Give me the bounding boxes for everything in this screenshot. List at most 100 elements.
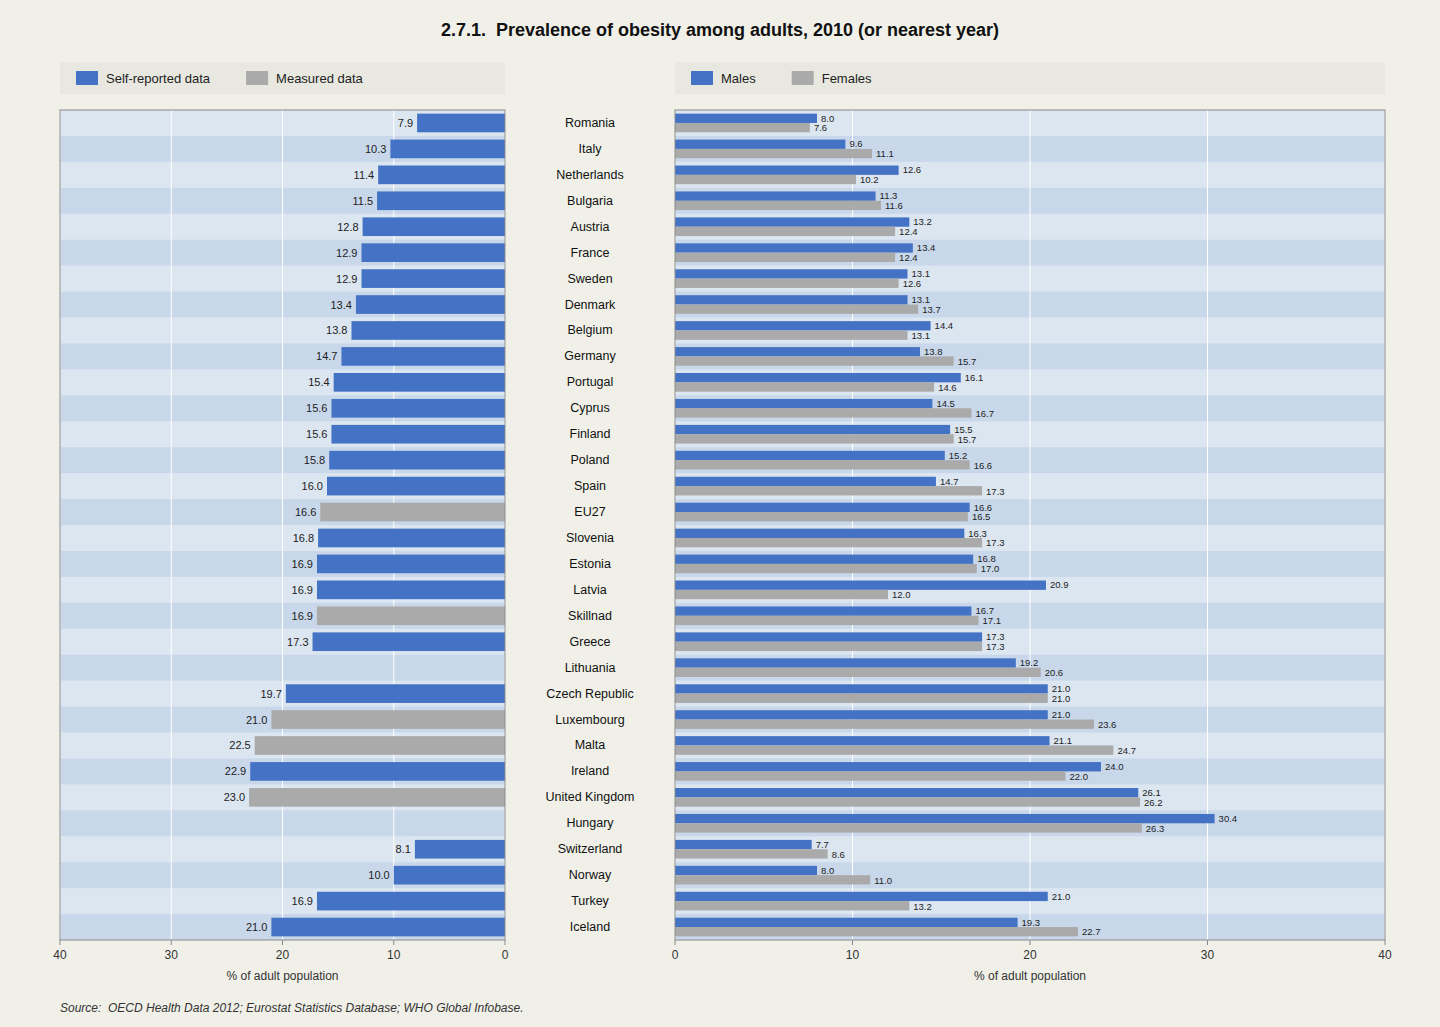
bar — [394, 866, 505, 885]
bar — [675, 347, 920, 356]
tick-label: 0 — [672, 948, 679, 962]
bar — [320, 503, 505, 522]
bar — [363, 217, 505, 236]
tick-mark — [675, 940, 676, 945]
bar — [675, 797, 1140, 806]
data-label: 12.6 — [903, 164, 922, 175]
data-label: 21.0 — [1052, 709, 1071, 720]
category-label: France — [571, 246, 610, 260]
data-label: 23.6 — [1098, 719, 1117, 730]
bar — [329, 451, 505, 470]
legend-entry: Males — [721, 71, 756, 86]
data-labels: 7.910.311.411.512.812.912.913.413.814.71… — [224, 117, 413, 933]
category-label: Switzerland — [558, 842, 623, 856]
data-label: 21.0 — [1052, 693, 1071, 704]
data-label: 12.4 — [899, 226, 918, 237]
bar — [675, 175, 856, 184]
bar — [341, 347, 505, 366]
data-label: 24.7 — [1117, 745, 1136, 756]
bar — [415, 840, 505, 859]
data-label: 26.3 — [1146, 823, 1165, 834]
source-note: Source: OECD Health Data 2012; Eurostat … — [60, 1001, 524, 1015]
bar — [356, 295, 505, 314]
tick-mark — [171, 940, 172, 945]
data-label: 17.3 — [986, 537, 1005, 548]
legend-swatch — [792, 71, 814, 85]
data-label: 19.7 — [260, 688, 281, 700]
category-label: Hungary — [566, 816, 614, 830]
category-label: Lithuania — [565, 661, 616, 675]
bar — [675, 849, 828, 858]
data-label: 12.9 — [336, 273, 357, 285]
bar — [390, 140, 505, 159]
category-label: Sweden — [567, 272, 612, 286]
bar — [675, 555, 973, 564]
data-label: 22.0 — [1070, 771, 1089, 782]
bar — [675, 840, 812, 849]
bar — [675, 217, 909, 226]
data-label: 9.6 — [849, 138, 862, 149]
category-label: United Kingdom — [546, 790, 635, 804]
bar — [378, 166, 505, 185]
bar — [675, 227, 895, 236]
bar — [271, 918, 505, 937]
panel: 010203040% of adult population8.07.69.61… — [672, 110, 1392, 983]
data-label: 15.7 — [958, 434, 977, 445]
tick-label: 10 — [846, 948, 860, 962]
tick-label: 40 — [53, 948, 67, 962]
category-label: Estonia — [569, 557, 611, 571]
data-label: 15.8 — [304, 454, 325, 466]
axis-label: % of adult population — [226, 969, 338, 983]
bar — [675, 503, 970, 512]
bar — [675, 460, 970, 469]
bar — [675, 875, 870, 884]
data-label: 12.6 — [903, 278, 922, 289]
legend-background — [675, 62, 1385, 94]
tick-label: 0 — [502, 948, 509, 962]
bar — [675, 140, 845, 149]
category-label: Finland — [570, 427, 611, 441]
bar — [675, 694, 1048, 703]
bar — [249, 788, 505, 807]
data-label: 15.4 — [308, 376, 329, 388]
bar — [361, 269, 505, 288]
category-label: Romania — [565, 116, 615, 130]
bar — [675, 616, 979, 625]
axis-label: % of adult population — [974, 969, 1086, 983]
category-label: Spain — [574, 479, 606, 493]
bar — [675, 434, 954, 443]
bar — [675, 201, 881, 210]
category-label: Portugal — [567, 375, 614, 389]
bar — [675, 191, 876, 200]
category-label: Cyprus — [570, 401, 610, 415]
data-label: 23.0 — [224, 791, 245, 803]
bar — [317, 555, 505, 574]
bar — [675, 892, 1048, 901]
bar — [675, 123, 810, 132]
tick-label: 10 — [387, 948, 401, 962]
category-label: Austria — [571, 220, 610, 234]
data-label: 11.5 — [352, 195, 373, 207]
data-label: 12.0 — [892, 589, 911, 600]
bar — [675, 901, 909, 910]
bar — [675, 720, 1094, 729]
bar — [675, 684, 1048, 693]
data-label: 17.0 — [981, 563, 1000, 574]
bar — [317, 892, 505, 911]
data-label: 12.4 — [899, 252, 918, 263]
data-label: 12.8 — [337, 221, 358, 233]
bar — [675, 632, 982, 641]
tick-label: 20 — [276, 948, 290, 962]
data-label: 17.3 — [287, 636, 308, 648]
tick-label: 30 — [1201, 948, 1215, 962]
bar — [351, 321, 505, 340]
panel: 010203040% of adult population7.910.311.… — [53, 110, 508, 983]
bar — [675, 788, 1138, 797]
data-label: 14.6 — [938, 382, 957, 393]
category-label: Netherlands — [556, 168, 623, 182]
data-label: 21.0 — [246, 714, 267, 726]
data-label: 11.1 — [876, 148, 894, 159]
bar — [334, 373, 505, 392]
bar — [675, 606, 971, 615]
data-label: 14.7 — [316, 350, 337, 362]
